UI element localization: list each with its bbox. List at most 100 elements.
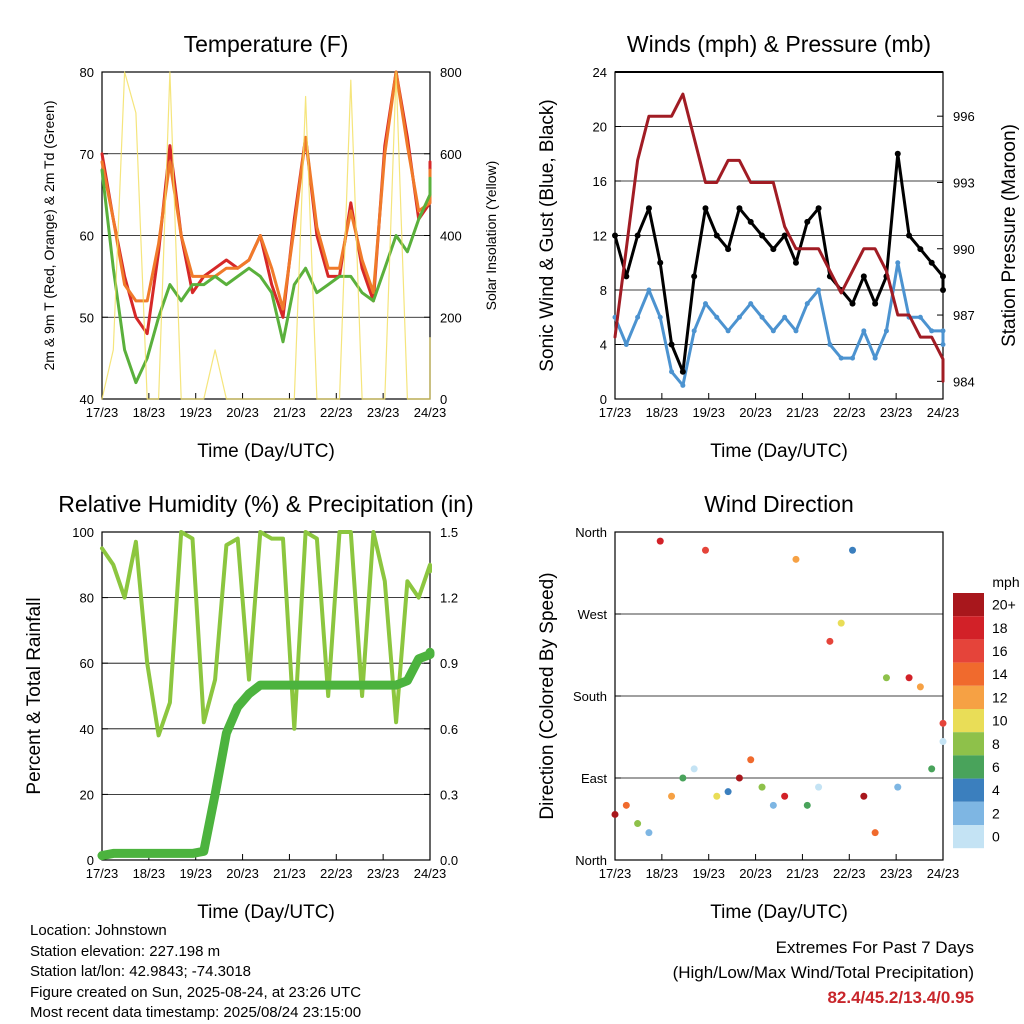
panel-title: Winds (mph) & Pressure (mb) — [627, 31, 931, 57]
x-tick-label: 22/23 — [320, 405, 353, 420]
data-point — [634, 820, 642, 828]
y-axis-label: Percent & Total Rainfall — [24, 597, 45, 794]
data-point — [929, 328, 935, 334]
data-point — [827, 342, 833, 347]
data-point — [612, 232, 618, 239]
data-point — [725, 246, 732, 253]
x-tick-label: 20/23 — [226, 866, 259, 881]
y-axis-label: 2m & 9m T (Red, Orange) & 2m Td (Green) — [41, 101, 57, 371]
station-latlon: Station lat/lon: 42.9843; -74.3018 — [30, 963, 252, 980]
data-point — [940, 342, 946, 347]
y2-tick-label: 984 — [953, 374, 975, 389]
y2-tick-label: 400 — [440, 229, 462, 244]
y-tick-label: North — [575, 525, 607, 540]
extremes-values: 82.4/45.2/13.4/0.95 — [827, 988, 974, 1007]
data-point — [917, 314, 923, 320]
data-point — [940, 273, 946, 280]
y-tick-label: South — [573, 689, 607, 704]
data-point — [803, 801, 811, 809]
x-tick-label: 24/23 — [414, 405, 447, 420]
legend-label: 12 — [992, 689, 1008, 705]
y2-tick-label: 0.3 — [440, 787, 458, 802]
y2-tick-label: 0.0 — [440, 853, 458, 868]
y-tick-label: 80 — [80, 65, 94, 80]
y2-tick-label: 990 — [953, 242, 975, 257]
plot-frame — [101, 531, 431, 861]
y2-tick-label: 993 — [953, 175, 975, 190]
legend-swatch — [953, 755, 984, 779]
y2-tick-label: 0.6 — [440, 722, 458, 737]
x-tick-label: 18/23 — [646, 405, 679, 420]
data-point — [860, 792, 868, 800]
x-tick-label: 19/23 — [692, 866, 725, 881]
legend-swatch — [953, 778, 984, 802]
data-point — [815, 205, 822, 212]
data-point — [882, 674, 890, 682]
series-line — [100, 168, 432, 385]
data-point — [769, 801, 777, 809]
y-tick-label: North — [575, 853, 607, 868]
data-point — [804, 218, 811, 225]
data-point — [701, 546, 709, 554]
extremes-block: Extremes For Past 7 Days (High/Low/Max W… — [673, 935, 974, 1010]
data-point — [702, 205, 709, 212]
y2-tick-label: 996 — [953, 109, 975, 124]
panel-title: Wind Direction — [704, 491, 854, 517]
y-tick-label: 20 — [593, 120, 607, 135]
y-tick-label: 4 — [600, 338, 607, 353]
x-tick-label: 20/23 — [226, 405, 259, 420]
data-point — [748, 301, 754, 307]
legend-swatch — [953, 709, 984, 733]
data-point — [657, 259, 664, 266]
panel-4: Wind Direction 17/23 18/23 19/23 20/23 21/23 2… — [537, 491, 1020, 923]
x-axis-label: Time (Day/UTC) — [710, 441, 848, 462]
legend-swatch — [953, 825, 984, 849]
data-point — [849, 300, 856, 307]
data-point — [928, 259, 935, 266]
legend-label: 8 — [992, 736, 1000, 752]
y2-tick-label: 0 — [440, 392, 447, 407]
series-line — [101, 71, 431, 400]
y-tick-label: 0 — [600, 392, 607, 407]
x-tick-label: 20/23 — [739, 405, 772, 420]
y-tick-label: 80 — [80, 591, 94, 606]
y2-tick-label: 200 — [440, 310, 462, 325]
x-tick-label: 20/23 — [739, 866, 772, 881]
y2-axis-label: Solar Insolation (Yellow) — [483, 161, 499, 311]
y-tick-label: West — [578, 607, 608, 622]
legend-swatch — [953, 801, 984, 825]
x-tick-label: 17/23 — [86, 405, 119, 420]
data-point — [645, 829, 653, 837]
panel-title: Temperature (F) — [184, 31, 349, 57]
x-tick-label: 22/23 — [320, 866, 353, 881]
y-tick-label: 60 — [80, 229, 94, 244]
data-point — [939, 719, 947, 727]
x-tick-label: 19/23 — [179, 866, 212, 881]
data-point — [770, 328, 776, 334]
data-point — [646, 287, 652, 293]
x-tick-label: 17/23 — [599, 866, 632, 881]
data-point — [916, 683, 924, 691]
data-point — [645, 205, 652, 212]
data-point — [623, 342, 629, 347]
y2-tick-label: 600 — [440, 147, 462, 162]
data-point — [747, 756, 755, 764]
data-point — [770, 246, 777, 253]
x-tick-label: 23/23 — [880, 405, 913, 420]
legend-swatch — [953, 639, 984, 663]
series-line — [97, 647, 435, 861]
y-axis-label: Sonic Wind & Gust (Blue, Black) — [537, 99, 558, 371]
data-point — [871, 829, 879, 837]
data-point — [656, 537, 664, 545]
y2-tick-label: 0.9 — [440, 656, 458, 671]
data-point — [781, 232, 788, 239]
x-tick-label: 19/23 — [692, 405, 725, 420]
legend-label: 18 — [992, 620, 1008, 636]
data-point — [815, 783, 823, 791]
data-point — [747, 218, 754, 225]
y-tick-label: 100 — [72, 525, 94, 540]
y-tick-label: 24 — [593, 65, 607, 80]
data-point — [691, 273, 698, 280]
data-point — [759, 232, 766, 239]
data-point — [928, 765, 936, 773]
